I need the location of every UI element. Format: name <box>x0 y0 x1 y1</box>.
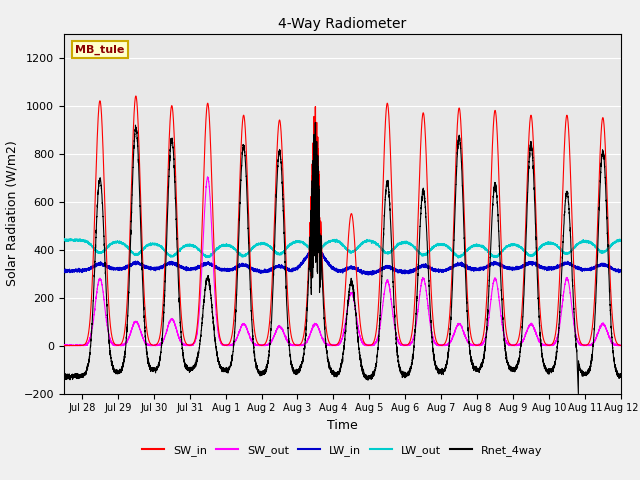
Title: 4-Way Radiometer: 4-Way Radiometer <box>278 17 406 31</box>
Y-axis label: Solar Radiation (W/m2): Solar Radiation (W/m2) <box>5 141 18 287</box>
X-axis label: Time: Time <box>327 419 358 432</box>
Text: MB_tule: MB_tule <box>75 44 125 55</box>
Legend: SW_in, SW_out, LW_in, LW_out, Rnet_4way: SW_in, SW_out, LW_in, LW_out, Rnet_4way <box>138 440 547 460</box>
